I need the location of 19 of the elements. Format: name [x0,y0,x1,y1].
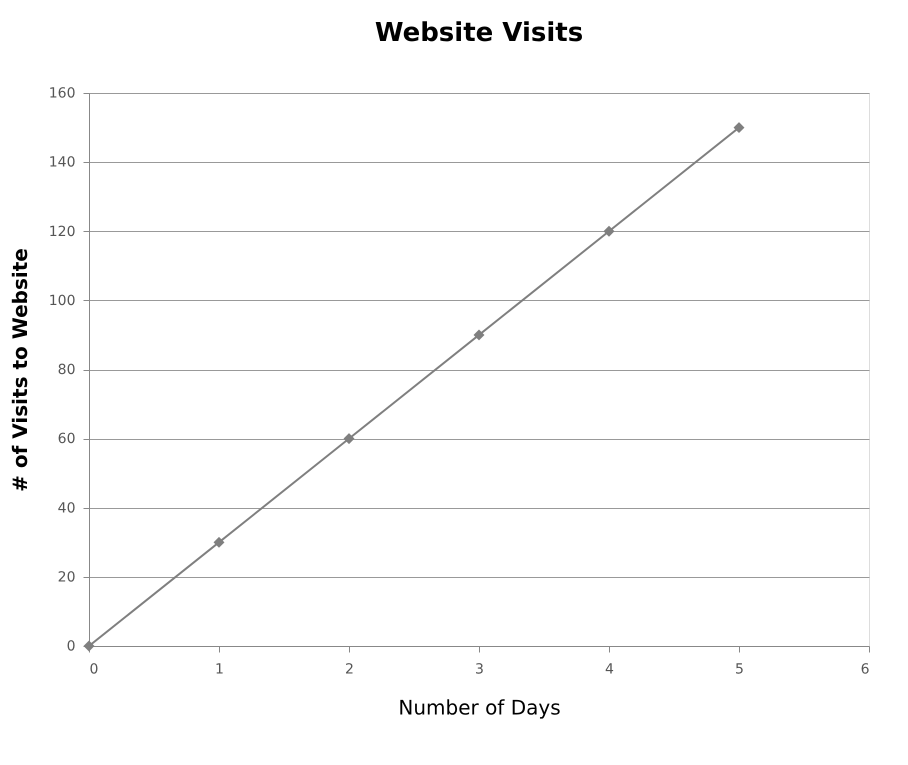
x-tick-label: 2 [345,662,354,678]
x-tick-label: 1 [215,662,224,678]
y-tick-label: 80 [58,362,76,378]
x-tick-label: 0 [90,662,98,678]
y-tick-label: 160 [48,86,76,102]
y-tick-label: 140 [48,154,76,171]
x-tick-label: 5 [735,662,744,678]
x-tick-label: 4 [605,662,614,678]
y-tick-label: 60 [58,431,76,448]
y-tick-label: 0 [66,638,76,654]
y-tick-label: 40 [58,500,76,516]
x-axis-title: Number of Days [398,696,561,720]
x-tick-label: 6 [860,662,870,678]
y-tick-label: 20 [58,569,76,586]
x-tick-label: 3 [475,662,484,678]
y-axis-title: # of Visits to Website [8,248,32,492]
chart-title: Website Visits [374,18,584,48]
y-tick-label: 120 [48,224,76,240]
y-tick-label: 100 [48,292,76,309]
